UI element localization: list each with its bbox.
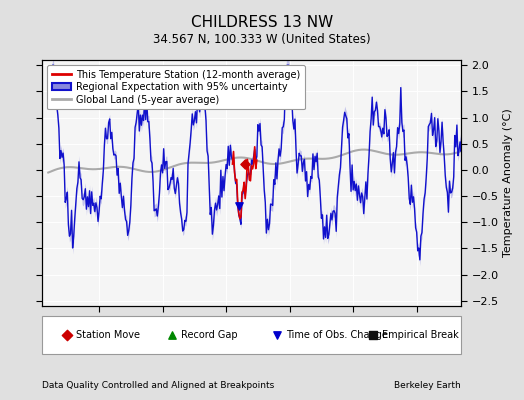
Text: Empirical Break: Empirical Break — [383, 330, 459, 340]
Text: Time of Obs. Change: Time of Obs. Change — [286, 330, 388, 340]
Y-axis label: Temperature Anomaly (°C): Temperature Anomaly (°C) — [503, 109, 513, 257]
Text: Berkeley Earth: Berkeley Earth — [395, 381, 461, 390]
Point — [235, 202, 243, 209]
Text: CHILDRESS 13 NW: CHILDRESS 13 NW — [191, 15, 333, 30]
FancyBboxPatch shape — [42, 316, 461, 354]
Point — [241, 160, 249, 167]
Text: Data Quality Controlled and Aligned at Breakpoints: Data Quality Controlled and Aligned at B… — [42, 381, 274, 390]
Point — [63, 332, 71, 338]
Legend: This Temperature Station (12-month average), Regional Expectation with 95% uncer: This Temperature Station (12-month avera… — [47, 65, 305, 110]
Point — [369, 332, 377, 338]
Text: Record Gap: Record Gap — [181, 330, 238, 340]
Text: Station Move: Station Move — [77, 330, 140, 340]
Point — [272, 332, 281, 338]
Text: 34.567 N, 100.333 W (United States): 34.567 N, 100.333 W (United States) — [153, 33, 371, 46]
Point — [168, 332, 176, 338]
